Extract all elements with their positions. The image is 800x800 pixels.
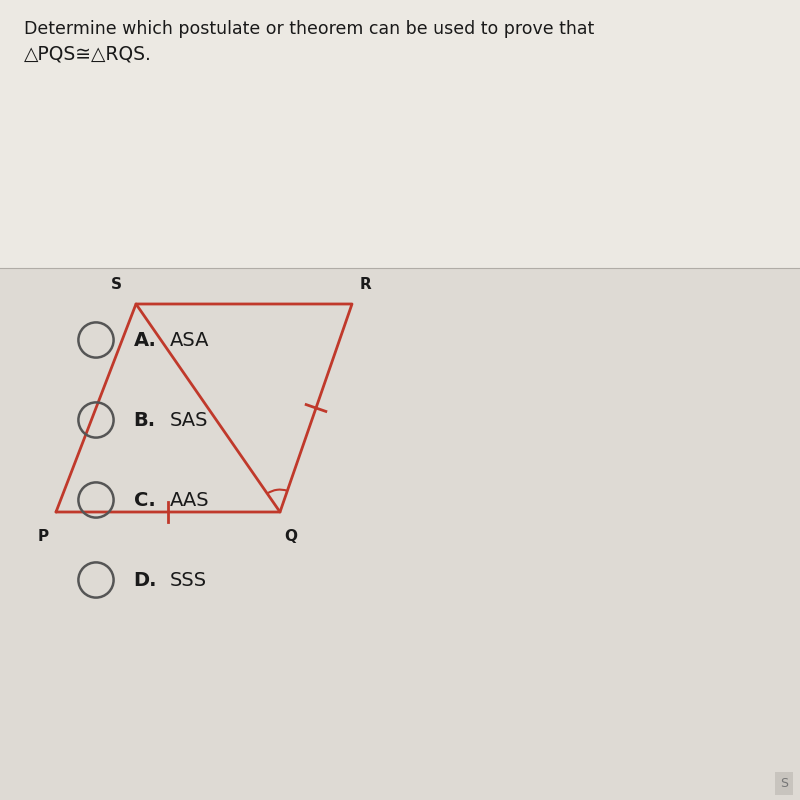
Text: ASA: ASA [170, 330, 209, 350]
Text: B.: B. [134, 410, 156, 430]
Text: C.: C. [134, 490, 155, 510]
Text: S: S [780, 778, 788, 790]
Text: R: R [359, 278, 371, 293]
Text: P: P [38, 530, 49, 544]
Text: Determine which postulate or theorem can be used to prove that: Determine which postulate or theorem can… [24, 20, 594, 38]
Bar [0, 0, 800, 268]
Text: SSS: SSS [170, 570, 206, 590]
Text: S: S [110, 278, 122, 293]
Text: A.: A. [134, 330, 157, 350]
Text: △PQS≅△RQS.: △PQS≅△RQS. [24, 44, 152, 63]
Text: Q: Q [284, 530, 298, 544]
Text: AAS: AAS [170, 490, 210, 510]
Text: SAS: SAS [170, 410, 208, 430]
Text: D.: D. [134, 570, 157, 590]
Bar [0, 268, 800, 800]
